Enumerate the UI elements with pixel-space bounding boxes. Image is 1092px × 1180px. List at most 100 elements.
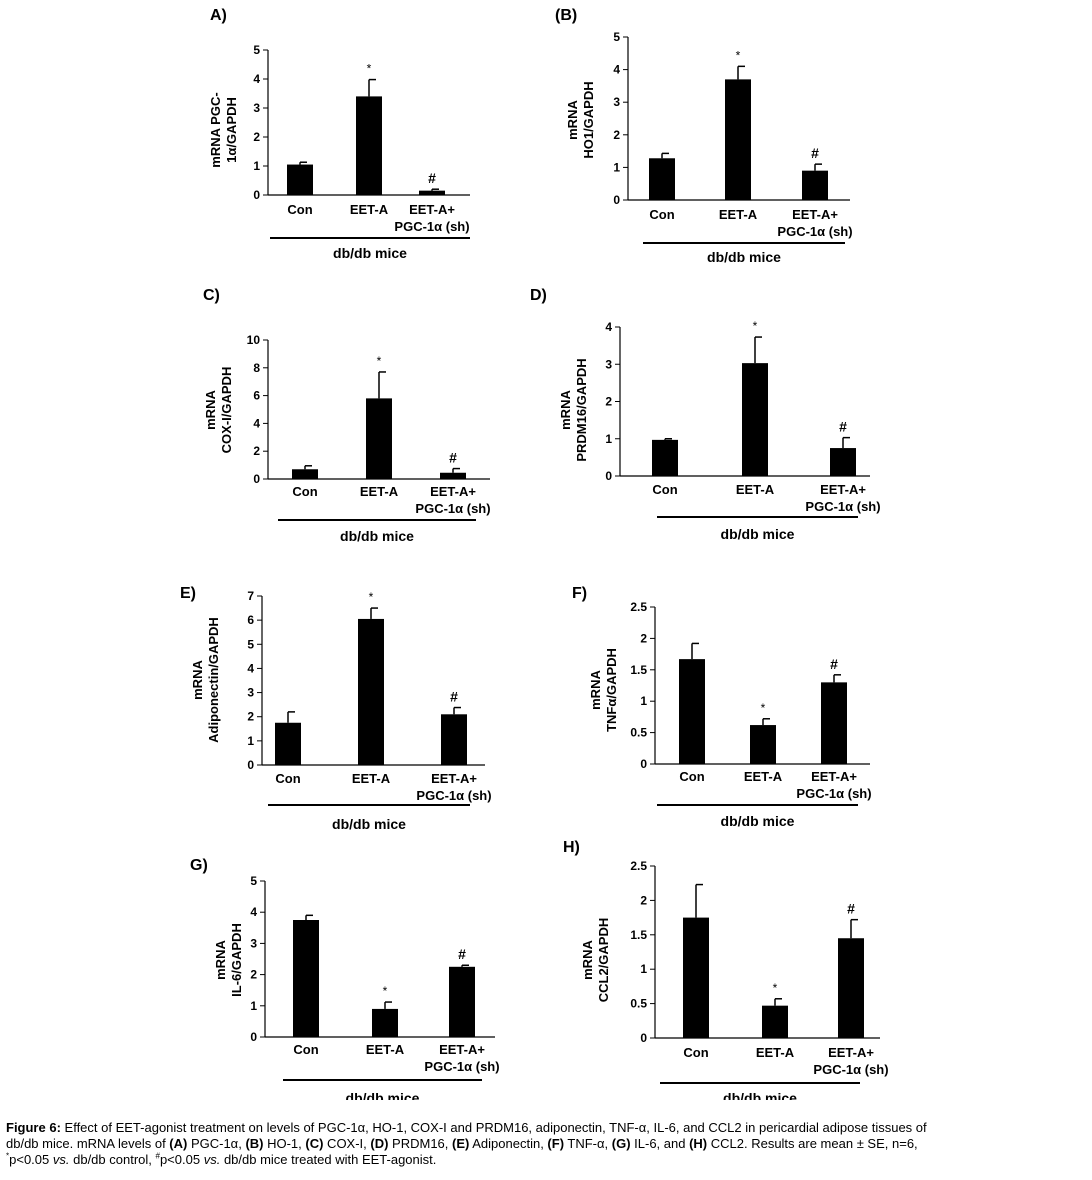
chart-e-bar-1 xyxy=(358,618,384,765)
chart-b-ytick-label-1: 1 xyxy=(613,160,620,174)
chart-h-bar-0 xyxy=(683,917,709,1038)
chart-f-bar-1 xyxy=(750,725,776,764)
chart-g-bar-2 xyxy=(449,966,475,1037)
chart-d-ytick-label-3: 3 xyxy=(605,357,612,371)
chart-f-ylabel-1: TNFα/GAPDH xyxy=(604,648,619,732)
chart-f-group-label: db/db mice xyxy=(721,813,795,829)
chart-e-group-label: db/db mice xyxy=(332,816,406,832)
chart-g-ytick-label-4: 4 xyxy=(250,905,257,919)
chart-c-panel-label: C) xyxy=(203,287,220,304)
star-superscript: * xyxy=(6,1151,10,1161)
chart-d-ytick-label-4: 4 xyxy=(605,320,612,334)
chart-h-ylabel-1: CCL2/GAPDH xyxy=(596,918,611,1003)
chart-c-bar-0 xyxy=(292,469,318,479)
chart-g-ytick-label-5: 5 xyxy=(250,874,257,888)
caption-item-h: CCL2. Results are mean ± SE, n=6, xyxy=(707,1136,918,1151)
chart-g-category-label-2-1: PGC-1α (sh) xyxy=(424,1059,499,1074)
chart-b-ylabel-1: HO1/GAPDH xyxy=(581,81,596,158)
chart-f-bar-2 xyxy=(821,682,847,764)
chart-e-mark-1: * xyxy=(369,590,374,604)
chart-h-category-label-1-0: EET-A xyxy=(756,1045,795,1060)
chart-g-bar-1 xyxy=(372,1008,398,1037)
chart-b-group-label: db/db mice xyxy=(707,249,781,265)
chart-c-category-label-2-1: PGC-1α (sh) xyxy=(415,501,490,516)
chart-h-mark-1: * xyxy=(773,981,778,995)
chart-a-category-label-1-0: EET-A xyxy=(350,202,389,217)
chart-d-ylabel-1: PRDM16/GAPDH xyxy=(574,358,589,461)
chart-d-mark-1: * xyxy=(753,319,758,333)
chart-d-ytick-label-1: 1 xyxy=(605,432,612,446)
chart-c-ytick-label-1: 2 xyxy=(253,444,260,458)
chart-d-category-label-0-0: Con xyxy=(652,482,677,497)
caption-text-3b: db/db control, xyxy=(69,1152,156,1167)
chart-e-ytick-label-4: 4 xyxy=(247,661,254,675)
hash-superscript: # xyxy=(155,1151,160,1161)
chart-f-mark-1: * xyxy=(761,701,766,715)
chart-e-bar-2 xyxy=(441,714,467,765)
chart-e-ytick-label-5: 5 xyxy=(247,637,254,651)
chart-f-ytick-label-2: 1 xyxy=(640,694,647,708)
chart-a-ytick-label-2: 2 xyxy=(253,130,260,144)
caption-vs-1: vs. xyxy=(52,1152,70,1167)
chart-e-bar-0 xyxy=(275,722,301,765)
chart-a-ytick-label-3: 3 xyxy=(253,101,260,115)
chart-e-category-label-0-0: Con xyxy=(275,771,300,786)
chart-c-mark-1: * xyxy=(377,354,382,368)
chart-b-category-label-0-0: Con xyxy=(649,207,674,222)
chart-e-ytick-label-3: 3 xyxy=(247,686,254,700)
chart-d-ylabel-0: mRNA xyxy=(558,390,573,430)
chart-c-bar-1 xyxy=(366,398,392,479)
chart-h-ytick-label-0: 0 xyxy=(640,1031,647,1045)
chart-a-bar-2 xyxy=(419,190,445,195)
chart-a-category-label-0-0: Con xyxy=(287,202,312,217)
chart-a-panel-label: A) xyxy=(210,7,227,24)
chart-b-category-label-2-0: EET-A+ xyxy=(792,207,838,222)
chart-b-mark-2: # xyxy=(811,145,819,161)
chart-f-category-label-2-1: PGC-1α (sh) xyxy=(796,786,871,801)
chart-f-ytick-label-5: 2.5 xyxy=(630,600,647,614)
chart-h-ytick-label-3: 1.5 xyxy=(630,928,647,942)
chart-c-category-label-1-0: EET-A xyxy=(360,484,399,499)
figure-charts: A) mRNA PGC- 1α/GAPDH 0 1 2 3 4 5 Con * EET-A # EET-A… xyxy=(180,7,889,1100)
chart-d-category-label-2-0: EET-A+ xyxy=(820,482,866,497)
caption-line-3: *p<0.05 vs. db/db control, #p<0.05 vs. d… xyxy=(6,1152,1088,1168)
chart-f-ytick-label-4: 2 xyxy=(640,631,647,645)
chart-f-category-label-0-0: Con xyxy=(679,769,704,784)
chart-a-bar-0 xyxy=(287,164,313,195)
chart-c-group-label: db/db mice xyxy=(340,528,414,544)
chart-h-group-label: db/db mice xyxy=(723,1090,797,1100)
caption-line-1: Figure 6: Effect of EET-agonist treatmen… xyxy=(6,1120,1088,1136)
chart-e-ytick-label-0: 0 xyxy=(247,758,254,772)
caption-intro: db/db mice. mRNA levels of xyxy=(6,1136,170,1151)
figure-caption: Figure 6: Effect of EET-agonist treatmen… xyxy=(6,1120,1088,1168)
caption-tag-d: (D) xyxy=(370,1136,389,1151)
chart-g-category-label-0-0: Con xyxy=(293,1042,318,1057)
chart-c-ytick-label-3: 6 xyxy=(253,389,260,403)
caption-tag-f: (F) xyxy=(547,1136,565,1151)
chart-c-ylabel-0: mRNA xyxy=(203,390,218,430)
chart-d-group-label: db/db mice xyxy=(721,526,795,542)
chart-b-ytick-label-5: 5 xyxy=(613,30,620,44)
chart-b-category-label-2-1: PGC-1α (sh) xyxy=(777,224,852,239)
caption-text-1: Effect of EET-agonist treatment on level… xyxy=(60,1120,927,1135)
chart-f-bar-0 xyxy=(679,659,705,764)
chart-g-mark-2: # xyxy=(458,946,466,962)
chart-d-ytick-label-2: 2 xyxy=(605,395,612,409)
chart-a-mark-2: # xyxy=(428,170,436,186)
chart-b-panel-label: (B) xyxy=(555,7,577,24)
caption-text-3d: db/db mice treated with EET-agonist. xyxy=(220,1152,437,1167)
chart-h-category-label-2-1: PGC-1α (sh) xyxy=(813,1062,888,1077)
chart-h-bar-1 xyxy=(762,1005,788,1038)
chart-b-ytick-label-2: 2 xyxy=(613,128,620,142)
chart-f-ytick-label-0: 0 xyxy=(640,757,647,771)
chart-g-mark-1: * xyxy=(383,984,388,998)
chart-h-ylabel-0: mRNA xyxy=(580,940,595,980)
chart-a-ylabel-1: 1α/GAPDH xyxy=(224,97,239,163)
chart-h-ytick-label-5: 2.5 xyxy=(630,859,647,873)
chart-g-ytick-label-1: 1 xyxy=(250,999,257,1013)
chart-a-ytick-label-5: 5 xyxy=(253,43,260,57)
chart-c-ytick-label-2: 4 xyxy=(253,416,260,430)
chart-b-ytick-label-0: 0 xyxy=(613,193,620,207)
caption-tag-e: (E) xyxy=(452,1136,470,1151)
chart-g-ytick-label-3: 3 xyxy=(250,936,257,950)
